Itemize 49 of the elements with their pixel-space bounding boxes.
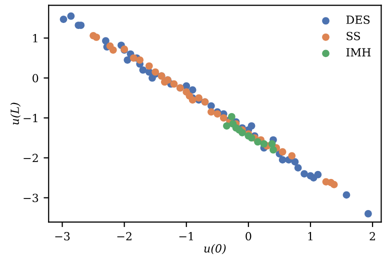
point: [278, 148, 286, 156]
point: [145, 62, 153, 70]
x-tick-label: 1: [308, 232, 312, 240]
point: [300, 170, 308, 178]
x-tick-label: 0: [246, 232, 252, 240]
point: [268, 140, 276, 148]
x-axis-title: u(0): [204, 244, 226, 254]
y-tick-label: 1: [33, 34, 38, 42]
point: [220, 114, 228, 122]
point: [130, 54, 138, 62]
point: [342, 191, 350, 199]
y-tick-label: −2: [24, 154, 38, 162]
x-tick-label: −3: [55, 232, 70, 240]
y-tick-label: 0: [32, 74, 38, 82]
x-tick-label: 2: [370, 232, 375, 240]
point: [67, 12, 75, 20]
point: [364, 210, 372, 218]
point: [294, 164, 302, 172]
point: [208, 108, 215, 116]
point: [223, 122, 230, 130]
point: [288, 152, 296, 160]
y-axis-title: u(L): [10, 102, 21, 125]
point: [148, 74, 156, 82]
point: [270, 146, 277, 154]
point: [136, 56, 144, 64]
legend-label: IMH: [346, 48, 371, 56]
point: [109, 46, 117, 54]
legend-label: DES: [346, 16, 370, 24]
point: [188, 86, 196, 94]
x-tick-label: −2: [117, 232, 132, 240]
point: [170, 80, 178, 88]
point: [139, 66, 147, 74]
point: [248, 122, 256, 130]
legend-label: SS: [346, 32, 360, 40]
point: [291, 158, 299, 166]
point: [60, 16, 68, 23]
point: [248, 134, 256, 142]
point: [330, 180, 338, 188]
point: [124, 56, 132, 64]
point: [314, 170, 322, 178]
y-tick-label: −3: [24, 194, 38, 202]
point: [92, 34, 100, 41]
point: [278, 156, 286, 164]
point: [254, 138, 262, 146]
point: [260, 140, 268, 148]
y-tick-label: −1: [24, 114, 38, 122]
point: [228, 113, 236, 120]
point: [238, 129, 246, 136]
x-tick-label: −1: [179, 232, 193, 240]
